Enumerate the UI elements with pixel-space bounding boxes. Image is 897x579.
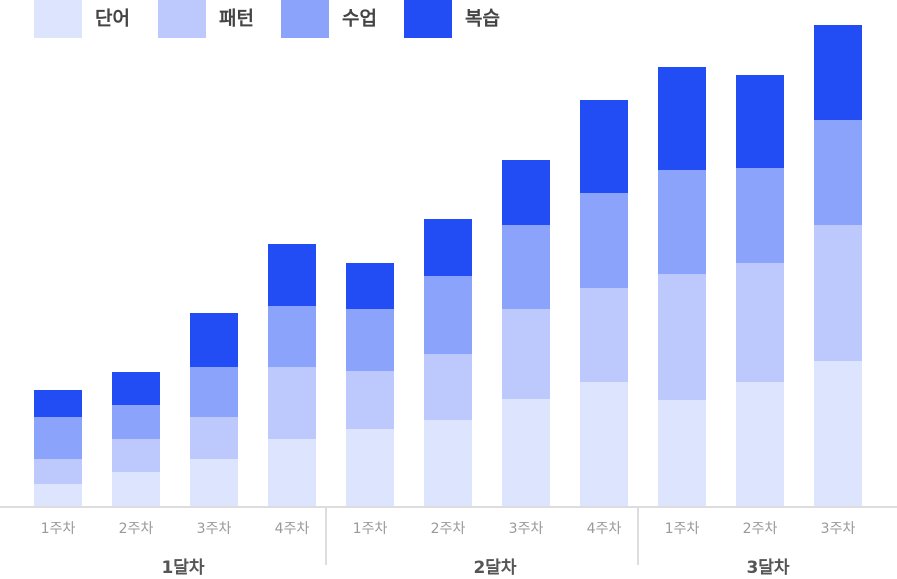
bar-segment [268,244,316,306]
bar-segment [736,75,784,168]
bar-segment [34,459,82,484]
legend-swatch [34,0,82,38]
bar-segment [580,382,628,506]
x-tick-label: 3주차 [821,521,856,537]
group-label: 3달차 [746,557,789,578]
bar-segment [424,276,472,354]
bar-segment [346,309,394,371]
bar-segment [34,417,82,459]
bar-segment [736,168,784,263]
bar-segment [502,225,550,309]
bar-segment [346,263,394,309]
x-tick-label: 1주차 [41,521,76,537]
x-tick-label: 2주차 [119,521,154,537]
x-tick-label: 1주차 [353,521,388,537]
x-tick-label: 2주차 [431,521,466,537]
legend-label: 단어 [95,8,130,30]
bar-segment [268,367,316,439]
group-label: 1달차 [161,557,204,578]
bar-segment [814,225,862,361]
legend-swatch [281,0,329,38]
x-tick-label: 3주차 [509,521,544,537]
bar-segment [112,439,160,472]
bar-segment [580,100,628,193]
bar-segment [580,288,628,382]
bar-segment [190,417,238,459]
bar-segment [346,371,394,429]
bar-segment [424,354,472,420]
bar-segment [814,25,862,120]
bar-segment [268,306,316,367]
bar-segment [268,439,316,506]
bar-segment [190,459,238,506]
bar-segment [658,170,706,274]
bar-segment [736,263,784,382]
bar-segment [190,367,238,417]
bar-segment [34,390,82,417]
bar-segment [502,309,550,399]
bar-segment [112,405,160,439]
bar-segment [580,193,628,288]
legend-swatch [404,0,452,38]
bar-segment [502,399,550,506]
bar-segment [502,160,550,225]
bar-segment [346,429,394,506]
legend-swatch [158,0,206,38]
group-label: 2달차 [473,557,516,578]
x-tick-label: 4주차 [587,521,622,537]
bar-segment [814,120,862,225]
bar-segment [34,484,82,506]
legend-label: 수업 [342,8,377,30]
bar-segment [736,382,784,506]
x-tick-label: 2주차 [743,521,778,537]
bar-segment [112,372,160,405]
legend-label: 복습 [465,8,500,30]
bar-segment [424,219,472,276]
bar-segment [658,67,706,170]
bar-segment [190,313,238,367]
bar-segment [658,400,706,506]
bar-segment [814,361,862,506]
bar-segment [112,472,160,506]
bar-segment [658,274,706,400]
x-tick-label: 1주차 [665,521,700,537]
x-tick-label: 3주차 [197,521,232,537]
bar-segment [424,420,472,506]
legend-label: 패턴 [219,8,254,30]
x-tick-label: 4주차 [275,521,310,537]
